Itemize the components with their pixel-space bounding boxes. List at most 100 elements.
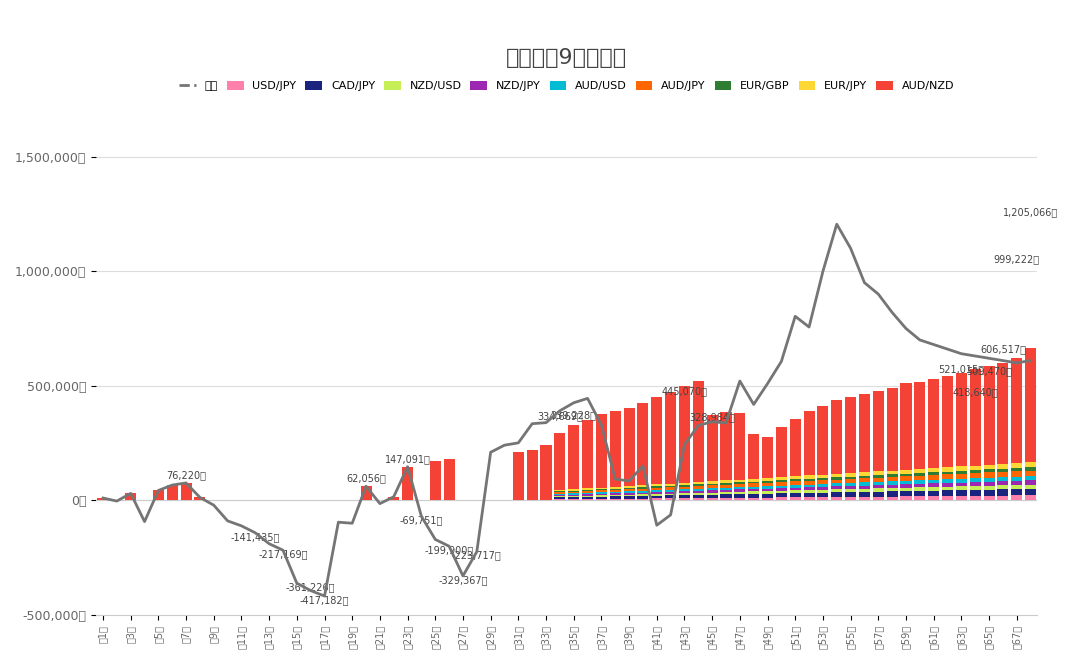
Bar	[624, 408, 635, 486]
Bar	[582, 491, 593, 493]
Bar	[665, 483, 677, 486]
Bar	[693, 493, 703, 495]
Bar	[721, 490, 731, 492]
Bar	[845, 477, 856, 479]
Bar	[914, 496, 926, 501]
Bar	[610, 490, 621, 492]
Bar	[817, 497, 828, 501]
Bar	[928, 480, 939, 483]
Bar	[637, 493, 649, 494]
Bar	[693, 495, 703, 498]
Bar	[721, 483, 731, 485]
Bar	[887, 388, 898, 471]
Bar	[568, 492, 579, 493]
Bar	[582, 493, 593, 494]
Bar	[735, 494, 745, 498]
Bar	[637, 499, 649, 501]
Bar	[887, 491, 898, 497]
Bar	[679, 493, 690, 495]
Bar	[831, 497, 842, 501]
Bar	[582, 490, 593, 491]
Bar	[679, 489, 690, 491]
Bar	[831, 474, 842, 477]
Bar	[596, 493, 607, 494]
Bar	[859, 485, 870, 489]
Bar	[180, 483, 191, 501]
Bar	[845, 489, 856, 492]
Bar	[845, 483, 856, 486]
Bar	[735, 489, 745, 492]
Bar	[1012, 477, 1022, 481]
Text: 999,222円: 999,222円	[993, 254, 1040, 264]
Bar	[789, 485, 801, 488]
Bar	[873, 477, 884, 482]
Bar	[707, 490, 717, 493]
Bar	[1025, 476, 1036, 480]
Bar	[1012, 495, 1022, 501]
Bar	[610, 499, 621, 501]
Bar	[624, 489, 635, 491]
Bar	[568, 495, 579, 496]
Bar	[789, 476, 801, 479]
Bar	[900, 497, 912, 501]
Bar	[665, 495, 677, 499]
Bar	[388, 497, 400, 501]
Bar	[914, 484, 926, 487]
Bar	[1025, 467, 1036, 471]
Bar	[775, 477, 787, 480]
Bar	[803, 487, 814, 490]
Bar	[665, 490, 677, 491]
Bar	[735, 482, 745, 484]
Bar	[761, 489, 773, 491]
Bar	[361, 486, 372, 501]
Bar	[970, 478, 981, 482]
Bar	[554, 494, 565, 495]
Bar	[665, 499, 677, 501]
Bar	[775, 485, 787, 488]
Bar	[430, 461, 440, 501]
Bar	[512, 452, 524, 501]
Bar	[554, 496, 565, 497]
Bar	[596, 499, 607, 501]
Text: 339,228円: 339,228円	[551, 410, 597, 420]
Text: -361,226円: -361,226円	[286, 582, 335, 592]
Bar	[1012, 358, 1022, 463]
Text: 328,984円: 328,984円	[690, 412, 735, 422]
Bar	[928, 487, 939, 491]
Bar	[596, 495, 607, 497]
Bar	[624, 488, 635, 489]
Bar	[803, 485, 814, 487]
Bar	[693, 482, 703, 484]
Bar	[749, 483, 759, 487]
Bar	[956, 496, 967, 501]
Bar	[887, 485, 898, 488]
Text: 1,205,066円: 1,205,066円	[1003, 207, 1058, 217]
Bar	[749, 434, 759, 479]
Bar	[596, 489, 607, 491]
Bar	[942, 467, 953, 471]
Bar	[707, 488, 717, 490]
Text: 521,015円: 521,015円	[939, 364, 985, 374]
Bar	[735, 479, 745, 482]
Bar	[721, 487, 731, 490]
Bar	[679, 485, 690, 487]
Bar	[761, 497, 773, 501]
Bar	[610, 495, 621, 497]
Bar	[984, 465, 995, 469]
Bar	[749, 494, 759, 497]
Bar	[1025, 489, 1036, 495]
Bar	[721, 485, 731, 487]
Bar	[707, 481, 717, 483]
Bar	[984, 473, 995, 477]
Bar	[831, 493, 842, 497]
Text: -417,182円: -417,182円	[300, 595, 349, 605]
Bar	[803, 475, 814, 479]
Bar	[610, 493, 621, 495]
Text: 334,669円: 334,669円	[537, 411, 583, 421]
Bar	[984, 489, 995, 496]
Bar	[914, 480, 926, 484]
Bar	[845, 486, 856, 489]
Bar	[693, 491, 703, 493]
Bar	[761, 493, 773, 497]
Bar	[568, 497, 579, 499]
